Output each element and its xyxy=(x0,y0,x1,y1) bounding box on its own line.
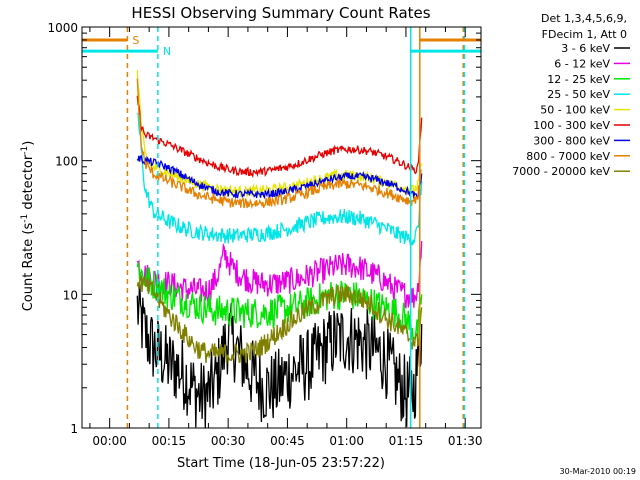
legend-entry-label: 50 - 100 keV xyxy=(540,104,610,117)
y-axis-label-superscript: -1 xyxy=(20,214,30,223)
plot-area: SN xyxy=(81,26,482,429)
y-axis: 1 10 100 1000 xyxy=(47,21,481,436)
plot-frame xyxy=(81,26,482,429)
x-tick-label: 01:00 xyxy=(329,434,364,448)
y-tick-label: 10 xyxy=(63,288,78,302)
x-axis: 00:00 00:15 00:30 00:45 01:00 01:15 01:30 xyxy=(89,27,483,448)
x-tick-label: 00:00 xyxy=(92,434,127,448)
saa-label: S xyxy=(132,34,139,47)
x-tick-label: 00:45 xyxy=(270,434,305,448)
legend-entry-label: 12 - 25 keV xyxy=(547,73,610,86)
legend-header-line: FDecim 1, Att 0 xyxy=(542,28,627,41)
x-tick-label: 01:15 xyxy=(389,434,424,448)
series-line xyxy=(136,262,423,342)
series-line xyxy=(136,241,423,309)
legend: Det 1,3,4,5,6,9, FDecim 1, Att 0 3 - 6 k… xyxy=(512,12,630,178)
series-line xyxy=(136,112,423,247)
y-axis-label-superscript: -1 xyxy=(20,146,30,155)
series-line xyxy=(136,275,423,365)
y-axis-label-part: ) xyxy=(21,141,36,146)
x-axis-label: Start Time (18-Jun-05 23:57:22) xyxy=(177,456,385,471)
legend-entry-label: 300 - 800 keV xyxy=(533,134,610,147)
y-axis-label: Count Rate (s-1 detector-1) xyxy=(20,141,36,312)
legend-header-line: Det 1,3,4,5,6,9, xyxy=(541,12,627,25)
y-tick-label: 1000 xyxy=(47,21,78,35)
x-tick-label: 00:30 xyxy=(211,434,246,448)
chart-title: HESSI Observing Summary Count Rates xyxy=(131,4,430,22)
legend-entry-label: 800 - 7000 keV xyxy=(526,150,610,163)
series-line xyxy=(136,78,422,210)
legend-entry-label: 25 - 50 keV xyxy=(547,88,610,101)
footer-date: 30-Mar-2010 00:19 xyxy=(560,467,637,476)
y-tick-label: 1 xyxy=(70,422,78,436)
legend-entry-label: 3 - 6 keV xyxy=(561,42,610,55)
y-axis-label-part: detector xyxy=(21,154,36,214)
night-label: N xyxy=(163,45,171,58)
legend-entry-label: 100 - 300 keV xyxy=(533,119,610,132)
x-tick-label: 00:15 xyxy=(152,434,187,448)
y-axis-label-part: Count Rate (s xyxy=(21,223,36,312)
legend-entry-label: 7000 - 20000 keV xyxy=(512,165,610,178)
y-tick-label: 100 xyxy=(55,155,78,169)
x-tick-label: 01:30 xyxy=(448,434,483,448)
series-line xyxy=(136,95,423,179)
legend-entry-label: 6 - 12 keV xyxy=(554,57,610,70)
